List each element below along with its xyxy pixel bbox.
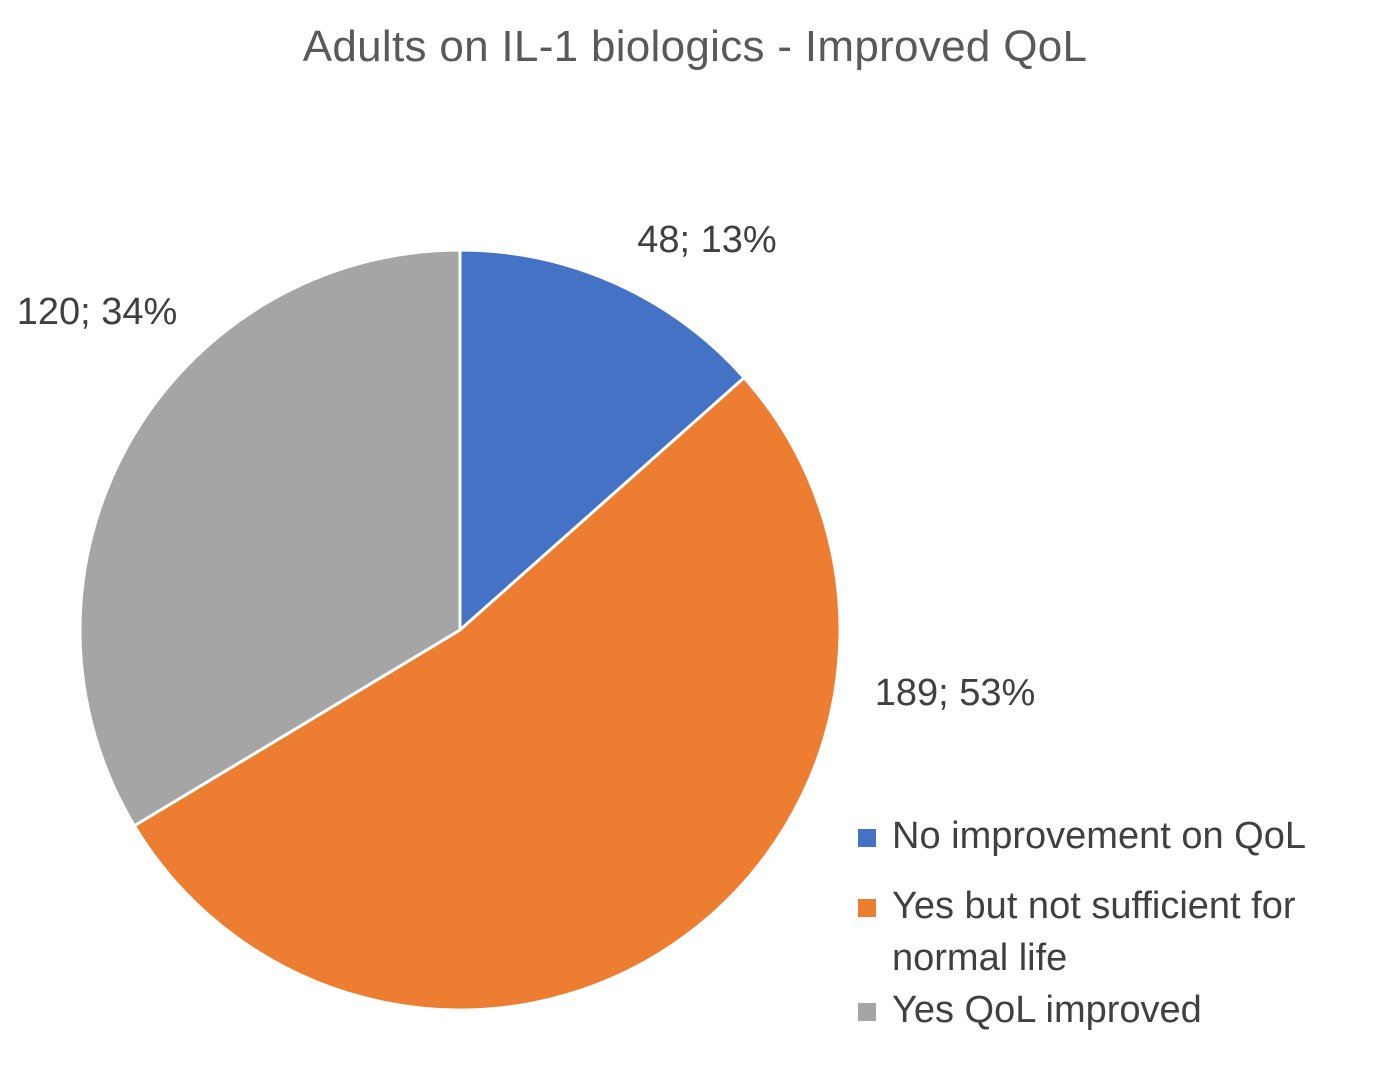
legend-label-qol-improved: Yes QoL improved xyxy=(892,989,1202,1031)
data-label-no-improvement: 48; 13% xyxy=(637,219,776,261)
legend-item-qol-improved: Yes QoL improved xyxy=(858,984,1378,1036)
pie-slice-no-improvement xyxy=(458,248,746,632)
pie-data-labels: 48; 13% 189; 53% 120; 34% xyxy=(17,219,1036,714)
legend-item-not-sufficient: Yes but not sufficient for normal life xyxy=(858,880,1378,984)
pie-slice-not-sufficient xyxy=(132,376,842,1012)
pie-slice-qol-improved xyxy=(78,248,462,828)
legend-item-no-improvement: No improvement on QoL xyxy=(858,810,1378,862)
legend: No improvement on QoL Yes but not suffic… xyxy=(858,810,1378,1036)
legend-label-no-improvement: No improvement on QoL xyxy=(892,815,1306,857)
chart-title: Adults on IL-1 biologics - Improved QoL xyxy=(302,22,1088,71)
pie-slices xyxy=(78,248,842,1012)
legend-swatch-qol-improved xyxy=(858,1003,876,1021)
data-label-not-sufficient: 189; 53% xyxy=(875,672,1036,714)
legend-swatch-no-improvement xyxy=(858,829,876,847)
data-label-qol-improved: 120; 34% xyxy=(17,291,178,333)
legend-label-not-sufficient: Yes but not sufficient for normal life xyxy=(892,885,1296,979)
legend-swatch-not-sufficient xyxy=(858,899,876,917)
